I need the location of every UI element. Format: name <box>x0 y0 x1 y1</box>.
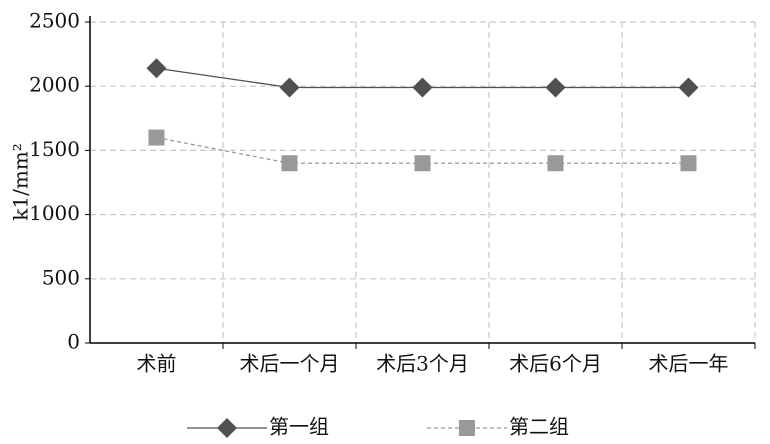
x-tick-label: 术前 <box>137 352 177 376</box>
marker <box>680 155 697 172</box>
x-tick-label: 术后一年 <box>649 352 729 376</box>
y-tick-label: 2000 <box>29 73 80 97</box>
marker <box>412 77 433 98</box>
legend-marker <box>217 418 237 438</box>
legend-label: 第一组 <box>269 415 329 439</box>
legend-marker <box>459 420 475 436</box>
marker <box>281 155 298 172</box>
y-axis-label: k1/mm² <box>9 143 33 221</box>
x-tick-label: 术后一个月 <box>240 352 340 376</box>
marker <box>414 155 431 172</box>
y-tick-label: 0 <box>67 330 80 354</box>
marker <box>545 77 566 98</box>
marker <box>678 77 699 98</box>
legend-label: 第二组 <box>509 415 569 439</box>
y-tick-label: 2500 <box>29 9 80 33</box>
marker <box>547 155 564 172</box>
y-tick-label: 500 <box>42 265 80 289</box>
y-tick-label: 1000 <box>29 201 80 225</box>
x-tick-label: 术后6个月 <box>509 352 602 376</box>
marker <box>148 129 165 146</box>
marker <box>146 58 167 79</box>
y-tick-label: 1500 <box>29 137 80 161</box>
marker <box>279 77 300 98</box>
x-tick-label: 术后3个月 <box>376 352 469 376</box>
